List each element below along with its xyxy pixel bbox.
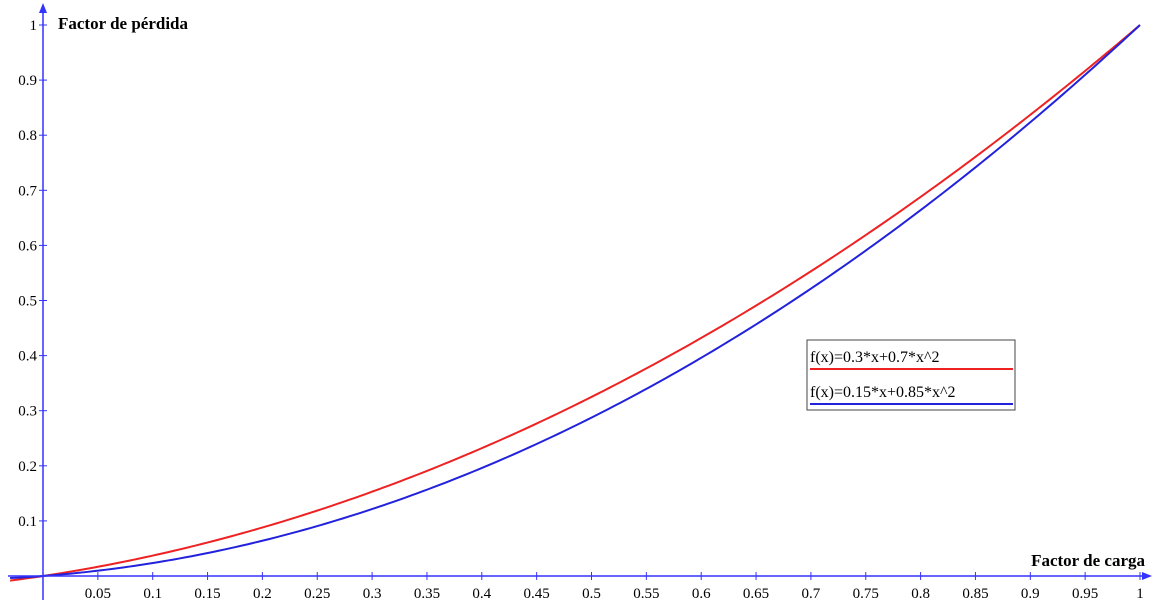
legend-label-series-2: f(x)=0.15*x+0.85*x^2 [810,384,956,401]
x-tick-label: 0.95 [1072,586,1098,602]
x-tick-label: 0.6 [692,586,711,602]
x-tick-label: 0.75 [853,586,879,602]
y-tick-label: 0.1 [18,514,37,530]
y-tick-label: 0.5 [18,294,37,310]
x-tick-label: 0.15 [194,586,220,602]
x-tick-label: 0.65 [743,586,769,602]
y-tick-label: 0.2 [18,459,37,475]
x-tick-label: 0.9 [1021,586,1040,602]
y-tick-label: 0.9 [18,73,37,89]
curves-layer [9,24,1141,582]
legend-label-series-1: f(x)=0.3*x+0.7*x^2 [810,349,940,366]
x-tick-label: 0.3 [363,586,382,602]
y-tick-label: 1 [30,18,38,34]
x-tick-label: 0.85 [962,586,988,602]
y-tick-label: 0.7 [18,183,37,199]
legend: f(x)=0.3*x+0.7*x^2 f(x)=0.15*x+0.85*x^2 [806,339,1016,411]
axes-layer [8,3,1152,600]
x-tick-label: 0.05 [85,586,111,602]
x-tick-label: 0.7 [802,586,821,602]
x-axis-title: Factor de carga [1031,551,1145,570]
x-tick-label: 0.2 [253,586,272,602]
y-axis-title: Factor de pérdida [58,14,189,33]
series-line-1 [9,24,1141,582]
legend-box [806,339,1016,411]
y-tick-label: 0.8 [18,128,37,144]
ticks-layer: 0.05 0.1 0.15 0.2 0.25 0.3 0.35 0.4 0.45 0.5 0.55 0… [18,18,1144,602]
x-tick-label: 0.45 [524,586,550,602]
x-tick-label: 0.5 [582,586,601,602]
x-tick-label: 0.35 [414,586,440,602]
x-tick-label: 0.8 [911,586,930,602]
x-tick-label: 0.1 [143,586,162,602]
x-tick-label: 0.55 [633,586,659,602]
series-line-2 [10,24,1141,580]
x-tick-label: 0.25 [304,586,330,602]
y-axis-arrow [39,3,47,13]
x-tick-label: 1 [1136,586,1144,602]
y-tick-label: 0.4 [18,349,37,365]
x-axis-arrow [1142,572,1152,580]
x-tick-label: 0.4 [472,586,491,602]
y-tick-label: 0.3 [18,404,37,420]
y-tick-label: 0.6 [18,238,37,254]
